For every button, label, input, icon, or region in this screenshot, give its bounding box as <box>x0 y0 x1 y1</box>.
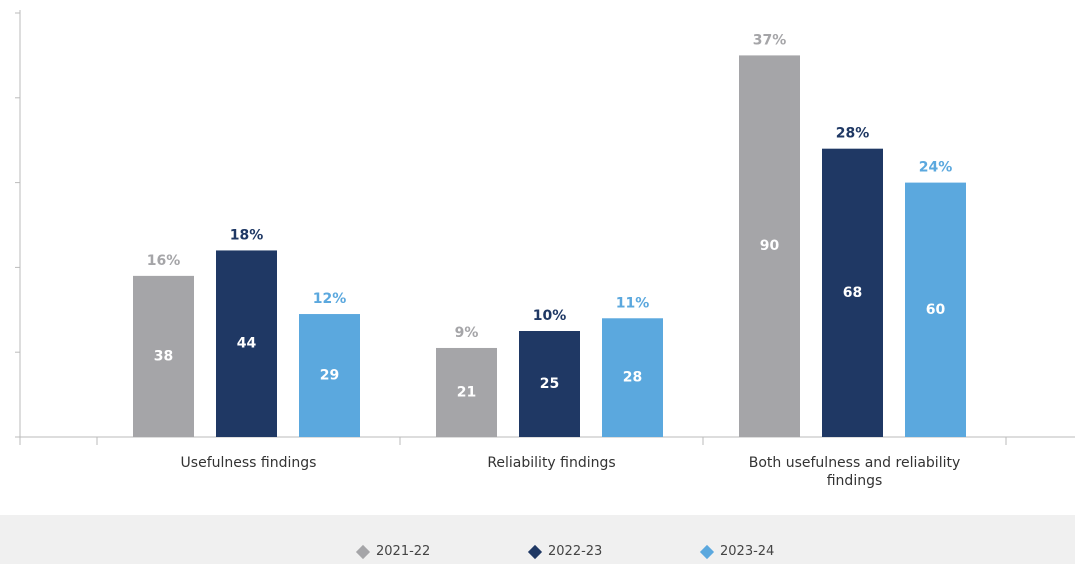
percent-label: 28% <box>836 126 870 142</box>
percent-label: 24% <box>919 160 953 176</box>
value-label: 21 <box>457 384 476 400</box>
value-label: 68 <box>843 285 862 301</box>
bar <box>299 314 360 437</box>
legend-item: 2023-24 <box>699 544 775 559</box>
legend-marker <box>527 544 543 559</box>
value-label: 44 <box>237 336 257 352</box>
percent-label: 16% <box>147 253 181 269</box>
x-tick-label: Usefulness findings <box>180 455 317 471</box>
bar <box>905 182 966 437</box>
value-label: 29 <box>320 368 339 384</box>
percent-label: 12% <box>313 291 347 307</box>
value-label: 60 <box>926 302 946 318</box>
bar <box>602 318 663 437</box>
legend-marker <box>699 544 715 559</box>
legend-label: 2023-24 <box>720 544 775 559</box>
bar <box>519 331 580 437</box>
percent-label: 18% <box>230 227 264 243</box>
bar <box>822 148 883 437</box>
bar <box>739 55 800 438</box>
value-label: 25 <box>540 376 559 392</box>
bar <box>216 250 277 437</box>
legend-item: 2022-23 <box>527 544 603 559</box>
value-label: 38 <box>154 348 173 364</box>
value-label: 90 <box>760 238 780 254</box>
percent-label: 10% <box>533 308 567 324</box>
bar <box>436 347 497 437</box>
legend-marker <box>355 544 371 559</box>
x-tick-label: Reliability findings <box>487 455 616 471</box>
x-tick-label: Both usefulness and reliability findings <box>748 455 961 489</box>
value-label: 28 <box>623 370 642 386</box>
legend-label: 2022-23 <box>548 544 603 559</box>
percent-label: 9% <box>455 325 479 341</box>
percent-label: 37% <box>753 32 787 48</box>
bar <box>133 275 194 437</box>
legend-label: 2021-22 <box>376 544 431 559</box>
legend-item: 2021-22 <box>355 544 431 559</box>
percent-label: 11% <box>616 295 650 311</box>
